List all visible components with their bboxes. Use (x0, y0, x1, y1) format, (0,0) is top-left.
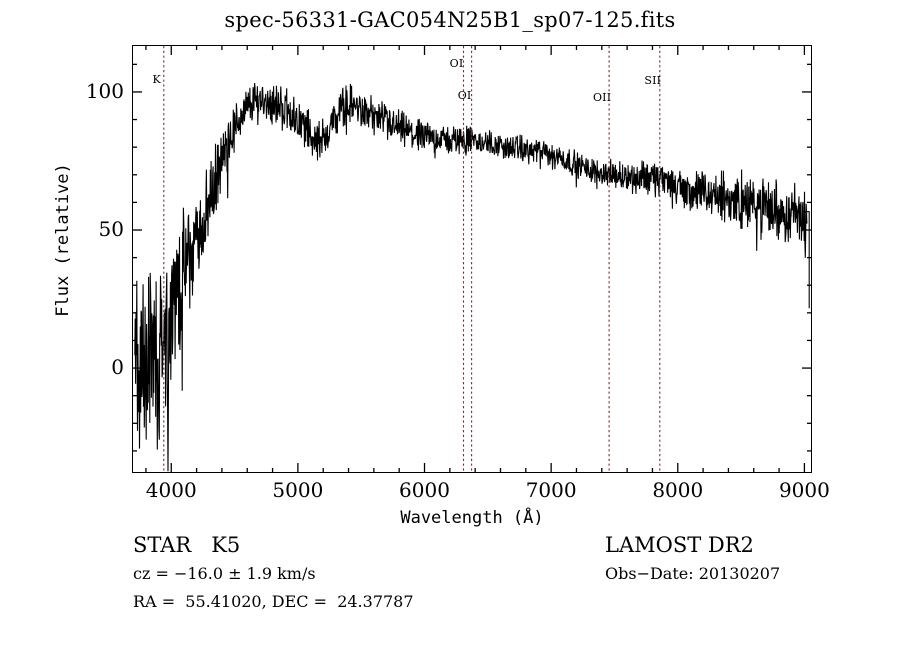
x-tick-5000: 5000 (272, 478, 324, 502)
x-tick-4000: 4000 (145, 478, 197, 502)
line-label-oi2: OI (457, 89, 472, 102)
object-type: STAR K5 (133, 533, 241, 557)
observation-date: Obs−Date: 20130207 (605, 564, 781, 583)
coordinates: RA = 55.41020, DEC = 24.37787 (133, 592, 414, 611)
x-axis-title: Wavelength (Å) (400, 508, 544, 528)
y-tick-100: 100 (85, 78, 124, 103)
footer-left-column: STAR K5 cz = −16.0 ± 1.9 km/s RA = 55.41… (133, 530, 603, 616)
spectral-line-markers (133, 46, 812, 473)
x-tick-6000: 6000 (399, 478, 450, 502)
spectrum-trace (133, 46, 812, 473)
metadata-footer: STAR K5 cz = −16.0 ± 1.9 km/s RA = 55.41… (0, 530, 900, 640)
page-title: spec-56331-GAC054N25B1_sp07-125.fits (224, 8, 676, 32)
line-label-sii: SII (644, 74, 662, 87)
x-axis-tick-labels: 4000 5000 6000 7000 8000 9000 (132, 478, 830, 506)
line-label-oii: OII (592, 91, 612, 104)
x-tick-8000: 8000 (652, 478, 704, 502)
y-tick-0: 0 (111, 355, 124, 380)
redshift-velocity: cz = −16.0 ± 1.9 km/s (133, 564, 316, 583)
x-tick-9000: 9000 (778, 478, 830, 502)
footer-right-column: LAMOST DR2 Obs−Date: 20130207 (605, 530, 895, 588)
y-tick-50: 50 (98, 217, 124, 241)
y-axis-tick-labels: 0 50 100 (58, 45, 124, 473)
survey-name: LAMOST DR2 (605, 533, 754, 557)
plot-area (132, 45, 812, 473)
line-label-oi: OI (449, 57, 464, 70)
y-axis-title: Flux (relative) (53, 163, 73, 317)
line-label-k: K (152, 73, 161, 86)
x-tick-7000: 7000 (525, 478, 577, 502)
